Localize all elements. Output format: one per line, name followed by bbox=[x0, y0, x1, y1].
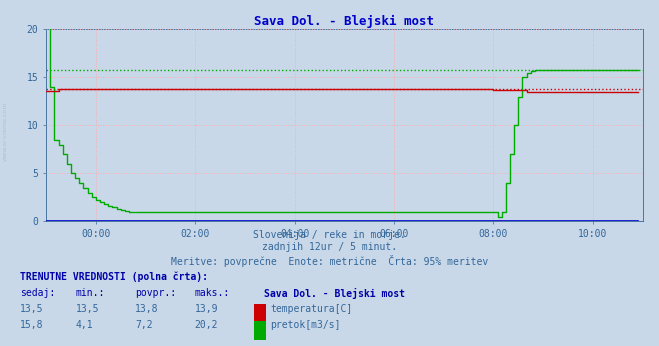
Text: 4,1: 4,1 bbox=[76, 320, 94, 330]
Text: zadnjih 12ur / 5 minut.: zadnjih 12ur / 5 minut. bbox=[262, 242, 397, 252]
Title: Sava Dol. - Blejski most: Sava Dol. - Blejski most bbox=[254, 15, 434, 28]
Text: maks.:: maks.: bbox=[194, 288, 229, 298]
Text: temperatura[C]: temperatura[C] bbox=[270, 304, 353, 314]
Text: 13,9: 13,9 bbox=[194, 304, 218, 314]
Text: Sava Dol. - Blejski most: Sava Dol. - Blejski most bbox=[264, 288, 405, 299]
Text: min.:: min.: bbox=[76, 288, 105, 298]
Text: TRENUTNE VREDNOSTI (polna črta):: TRENUTNE VREDNOSTI (polna črta): bbox=[20, 272, 208, 282]
Text: Meritve: povprečne  Enote: metrične  Črta: 95% meritev: Meritve: povprečne Enote: metrične Črta:… bbox=[171, 255, 488, 267]
Text: 7,2: 7,2 bbox=[135, 320, 153, 330]
Text: www.si-vreme.com: www.si-vreme.com bbox=[3, 102, 8, 161]
Text: pretok[m3/s]: pretok[m3/s] bbox=[270, 320, 341, 330]
Text: 20,2: 20,2 bbox=[194, 320, 218, 330]
Text: Slovenija / reke in morje.: Slovenija / reke in morje. bbox=[253, 230, 406, 240]
Text: 13,5: 13,5 bbox=[20, 304, 43, 314]
Text: 13,5: 13,5 bbox=[76, 304, 100, 314]
Text: 13,8: 13,8 bbox=[135, 304, 159, 314]
Text: sedaj:: sedaj: bbox=[20, 288, 55, 298]
Text: 15,8: 15,8 bbox=[20, 320, 43, 330]
Text: povpr.:: povpr.: bbox=[135, 288, 176, 298]
